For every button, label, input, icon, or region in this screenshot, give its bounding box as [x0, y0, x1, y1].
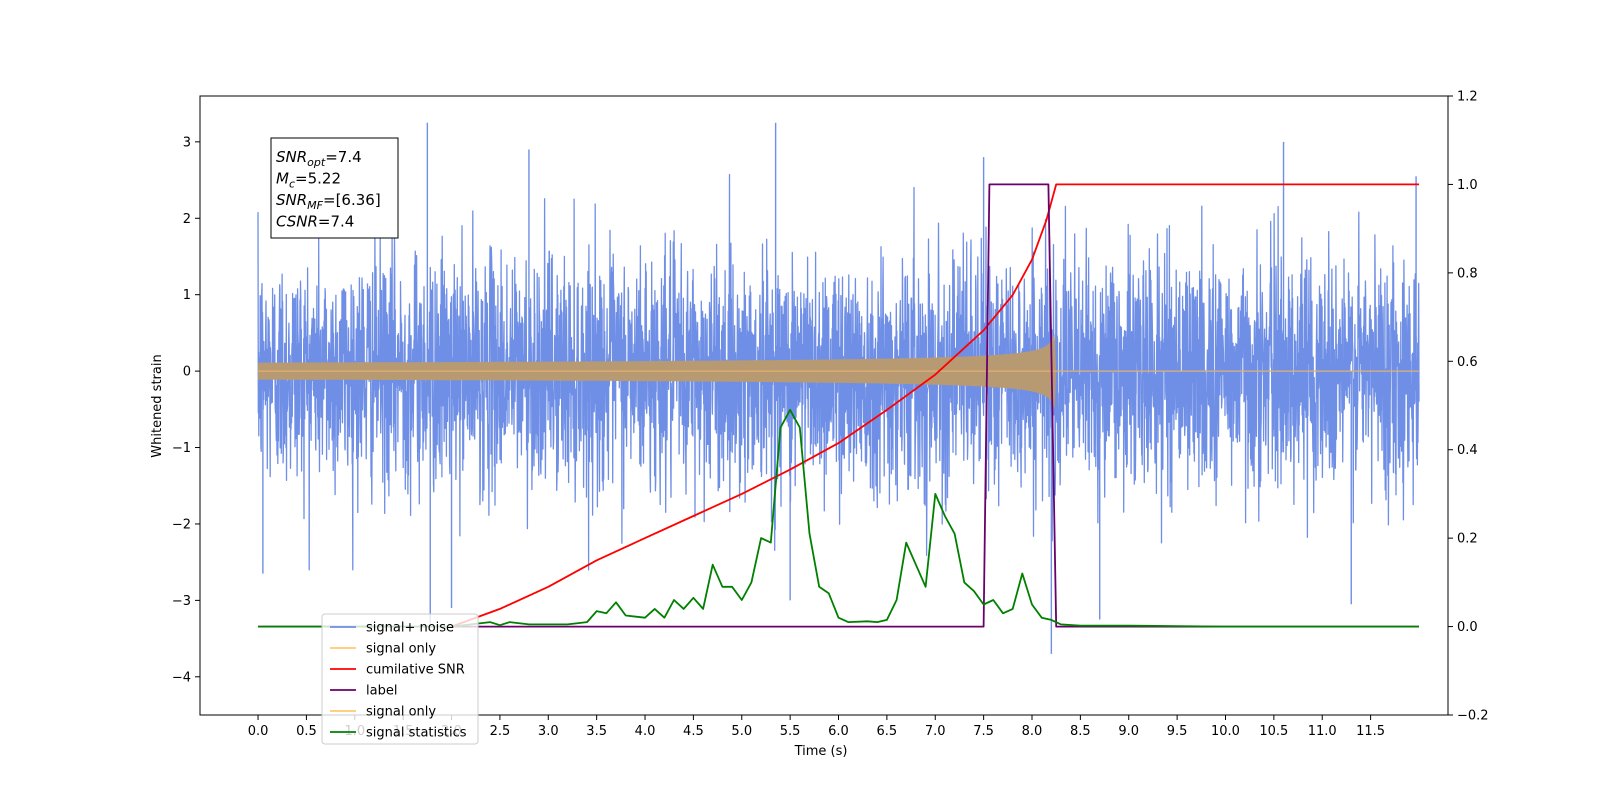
y-left-tick-label: −3 [172, 594, 191, 609]
x-tick-label: 10.5 [1259, 724, 1288, 739]
x-tick-label: 10.0 [1211, 724, 1240, 739]
annotation-value: =7.4 [318, 213, 354, 231]
annotation-symbol: M [276, 170, 289, 188]
legend-label: signal only [366, 705, 436, 720]
series-cumilative-snr [451, 183, 1419, 628]
y-left-tick-label: −2 [172, 517, 191, 532]
x-tick-label: 7.0 [925, 724, 946, 739]
signal-noise-series [257, 122, 1420, 654]
y-right-tick-label: 0.6 [1457, 355, 1478, 370]
y-right-tick-label: −0.2 [1457, 709, 1489, 724]
annotation-line: Mc=5.22 [276, 170, 341, 191]
x-tick-label: 11.5 [1356, 724, 1385, 739]
legend-label: label [366, 684, 397, 699]
legend-label: signal statistics [366, 726, 467, 741]
annotation-line: CSNR=7.4 [276, 213, 354, 231]
y-right-tick-label: 0.4 [1457, 443, 1478, 458]
annotation-subscript: c [289, 178, 295, 191]
signal-only-series [258, 332, 1419, 410]
y-right-tick-label: 0.8 [1457, 266, 1478, 281]
x-tick-label: 0.5 [296, 724, 317, 739]
x-tick-label: 5.0 [731, 724, 752, 739]
x-tick-label: 4.0 [635, 724, 656, 739]
y-left-tick-label: 0 [183, 365, 191, 380]
legend: signal+ noise signal only cumilative SNR la… [321, 613, 479, 745]
annotation-subscript: MF [307, 199, 323, 212]
annotation-line: SNRopt=7.4 [276, 148, 362, 169]
x-tick-label: 9.5 [1167, 724, 1188, 739]
legend-label: cumilative SNR [366, 663, 465, 678]
x-tick-label: 6.0 [828, 724, 849, 739]
x-tick-label: 6.5 [877, 724, 898, 739]
y-right-tick-label: 1.2 [1457, 90, 1478, 105]
annotation-box [270, 137, 399, 239]
x-tick-label: 5.5 [780, 724, 801, 739]
y-left-tick-label: −4 [172, 670, 191, 685]
y-right-tick-label: 0.2 [1457, 532, 1478, 547]
annotation-symbol: SNR [276, 191, 307, 209]
series-signal-statistics [258, 409, 1419, 628]
y-left-tick-label: 1 [183, 288, 191, 303]
x-tick-label: 2.5 [490, 724, 511, 739]
x-tick-label: 0.0 [248, 724, 269, 739]
y-axis-left: 3 2 1 0 −1 −2 −3 −4 [172, 135, 200, 685]
y-left-tick-label: 2 [183, 212, 191, 227]
annotation-subscript: opt [307, 156, 326, 169]
legend-label: signal+ noise [366, 621, 454, 636]
legend-frame [321, 613, 479, 745]
annotation-symbol: CSNR [276, 213, 318, 231]
plot-frame [199, 95, 1449, 716]
x-axis-label: Time (s) [794, 744, 848, 759]
y-axis-label-left: Whitened strain [150, 354, 165, 457]
annotation-symbol: SNR [276, 148, 307, 166]
annotation-value: =[6.36] [323, 191, 381, 209]
legend-label: signal only [366, 642, 436, 657]
x-tick-label: 9.0 [1118, 724, 1139, 739]
x-tick-label: 3.0 [538, 724, 559, 739]
x-tick-label: 7.5 [973, 724, 994, 739]
x-tick-label: 8.5 [1070, 724, 1091, 739]
y-axis-right: 1.2 1.0 0.8 0.6 0.4 0.2 0.0 −0.2 [1448, 90, 1489, 724]
annotation-line: SNRMF=[6.36] [276, 191, 381, 212]
annotation-value: =5.22 [295, 170, 341, 188]
y-right-tick-label: 1.0 [1457, 178, 1478, 193]
x-tick-label: 8.0 [1022, 724, 1043, 739]
x-tick-label: 4.5 [683, 724, 704, 739]
annotation-value: =7.4 [325, 148, 361, 166]
y-left-tick-label: 3 [183, 135, 191, 150]
x-tick-label: 3.5 [586, 724, 607, 739]
x-tick-label: 11.0 [1308, 724, 1337, 739]
y-left-tick-label: −1 [172, 441, 191, 456]
y-right-tick-label: 0.0 [1457, 620, 1478, 635]
